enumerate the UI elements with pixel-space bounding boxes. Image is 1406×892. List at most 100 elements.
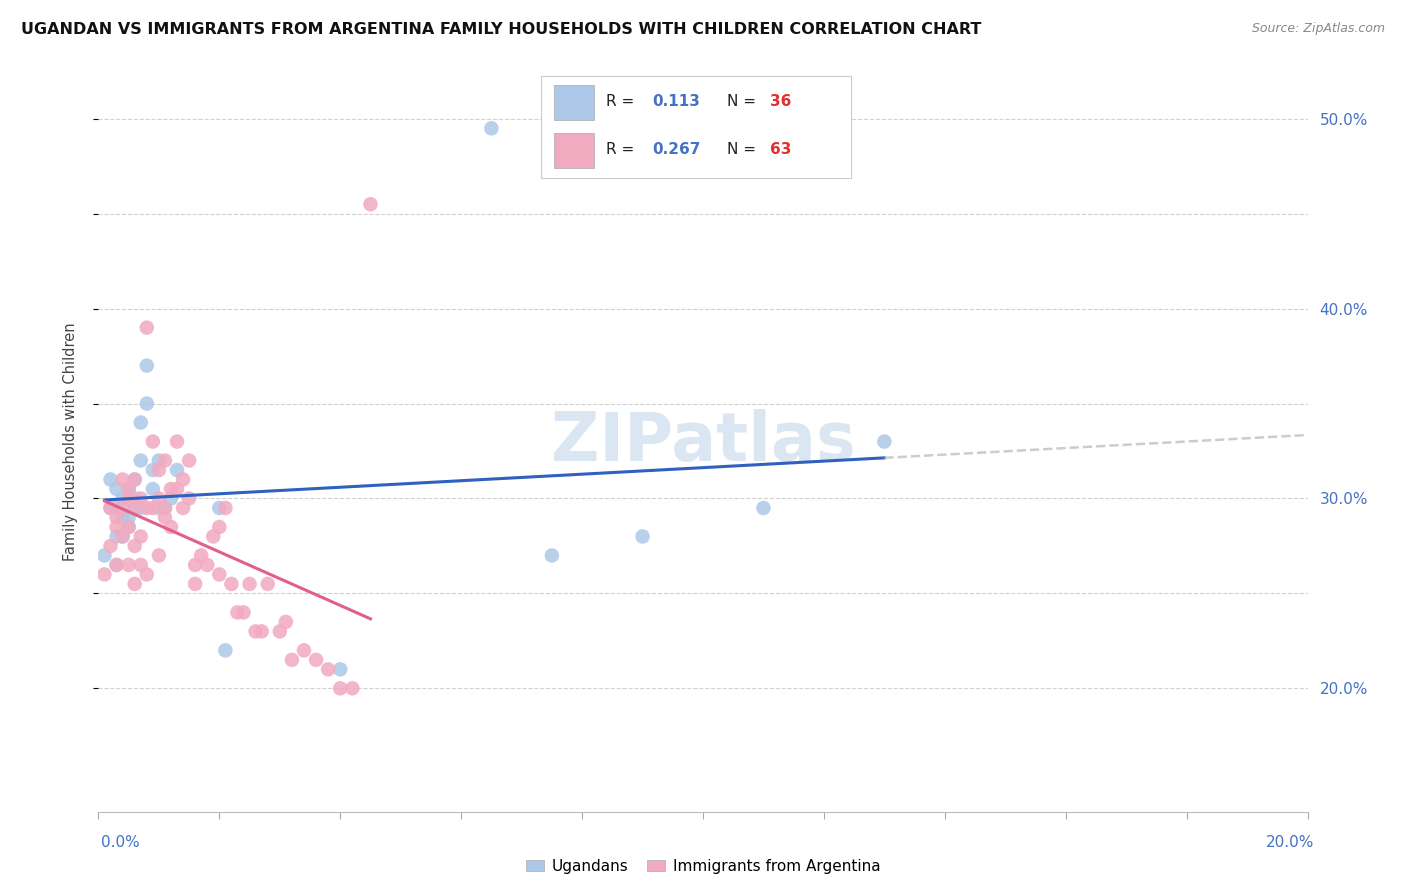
Point	[360, 197, 382, 211]
Point	[195, 558, 218, 572]
Point	[100, 473, 122, 487]
Point	[111, 473, 134, 487]
Point	[118, 491, 141, 506]
Text: R =: R =	[606, 142, 640, 157]
Point	[274, 615, 297, 629]
Point	[105, 482, 128, 496]
Point	[124, 500, 146, 515]
Point	[105, 500, 128, 515]
Point	[142, 500, 165, 515]
Point	[329, 662, 352, 676]
Text: UGANDAN VS IMMIGRANTS FROM ARGENTINA FAMILY HOUSEHOLDS WITH CHILDREN CORRELATION: UGANDAN VS IMMIGRANTS FROM ARGENTINA FAM…	[21, 22, 981, 37]
Point	[269, 624, 291, 639]
Point	[142, 482, 165, 496]
Text: N =: N =	[727, 142, 761, 157]
Point	[208, 567, 231, 582]
Point	[166, 463, 188, 477]
Text: 20.0%: 20.0%	[1267, 836, 1315, 850]
Point	[481, 121, 503, 136]
Point	[250, 624, 273, 639]
Point	[118, 482, 141, 496]
Text: 36: 36	[770, 95, 792, 110]
Point	[124, 473, 146, 487]
Point	[148, 453, 170, 467]
Point	[160, 482, 183, 496]
Point	[111, 500, 134, 515]
Point	[129, 500, 152, 515]
Point	[118, 520, 141, 534]
Point	[214, 500, 236, 515]
Point	[100, 500, 122, 515]
Point	[153, 500, 176, 515]
Point	[190, 549, 212, 563]
Point	[111, 510, 134, 524]
FancyBboxPatch shape	[554, 133, 593, 168]
Point	[129, 491, 152, 506]
Point	[118, 510, 141, 524]
Point	[214, 643, 236, 657]
Point	[179, 453, 201, 467]
Point	[142, 463, 165, 477]
Point	[111, 491, 134, 506]
Point	[172, 473, 194, 487]
Point	[135, 500, 157, 515]
Point	[105, 529, 128, 543]
Point	[153, 500, 176, 515]
Point	[239, 577, 262, 591]
Point	[752, 500, 775, 515]
Point	[342, 681, 364, 696]
Text: ZIPatlas: ZIPatlas	[551, 409, 855, 475]
Point	[135, 396, 157, 410]
Point	[124, 491, 146, 506]
Point	[153, 510, 176, 524]
Point	[873, 434, 896, 449]
Point	[111, 529, 134, 543]
Point	[142, 434, 165, 449]
Point	[105, 510, 128, 524]
Point	[153, 453, 176, 467]
Point	[100, 500, 122, 515]
Point	[329, 681, 352, 696]
Point	[111, 529, 134, 543]
Point	[184, 558, 207, 572]
Point	[135, 359, 157, 373]
Point	[148, 500, 170, 515]
Point	[226, 606, 249, 620]
Point	[124, 577, 146, 591]
Point	[118, 482, 141, 496]
Legend: Ugandans, Immigrants from Argentina: Ugandans, Immigrants from Argentina	[520, 853, 886, 880]
Point	[631, 529, 654, 543]
Text: 0.113: 0.113	[652, 95, 700, 110]
Point	[100, 539, 122, 553]
Point	[172, 500, 194, 515]
Point	[166, 482, 188, 496]
Point	[245, 624, 267, 639]
Point	[118, 520, 141, 534]
Point	[148, 463, 170, 477]
Point	[129, 453, 152, 467]
Point	[148, 549, 170, 563]
Point	[160, 491, 183, 506]
Point	[202, 529, 225, 543]
Text: 0.267: 0.267	[652, 142, 702, 157]
Point	[148, 491, 170, 506]
Point	[93, 549, 115, 563]
Point	[124, 473, 146, 487]
Point	[129, 416, 152, 430]
Point	[232, 606, 254, 620]
Point	[160, 520, 183, 534]
Point	[135, 567, 157, 582]
Y-axis label: Family Households with Children: Family Households with Children	[63, 322, 77, 561]
Text: Source: ZipAtlas.com: Source: ZipAtlas.com	[1251, 22, 1385, 36]
Point	[305, 653, 328, 667]
Text: R =: R =	[606, 95, 640, 110]
Point	[93, 567, 115, 582]
Point	[105, 520, 128, 534]
Point	[208, 520, 231, 534]
Text: 63: 63	[770, 142, 792, 157]
Text: N =: N =	[727, 95, 761, 110]
Point	[105, 558, 128, 572]
Point	[256, 577, 278, 591]
Text: 0.0%: 0.0%	[101, 836, 141, 850]
Point	[124, 539, 146, 553]
